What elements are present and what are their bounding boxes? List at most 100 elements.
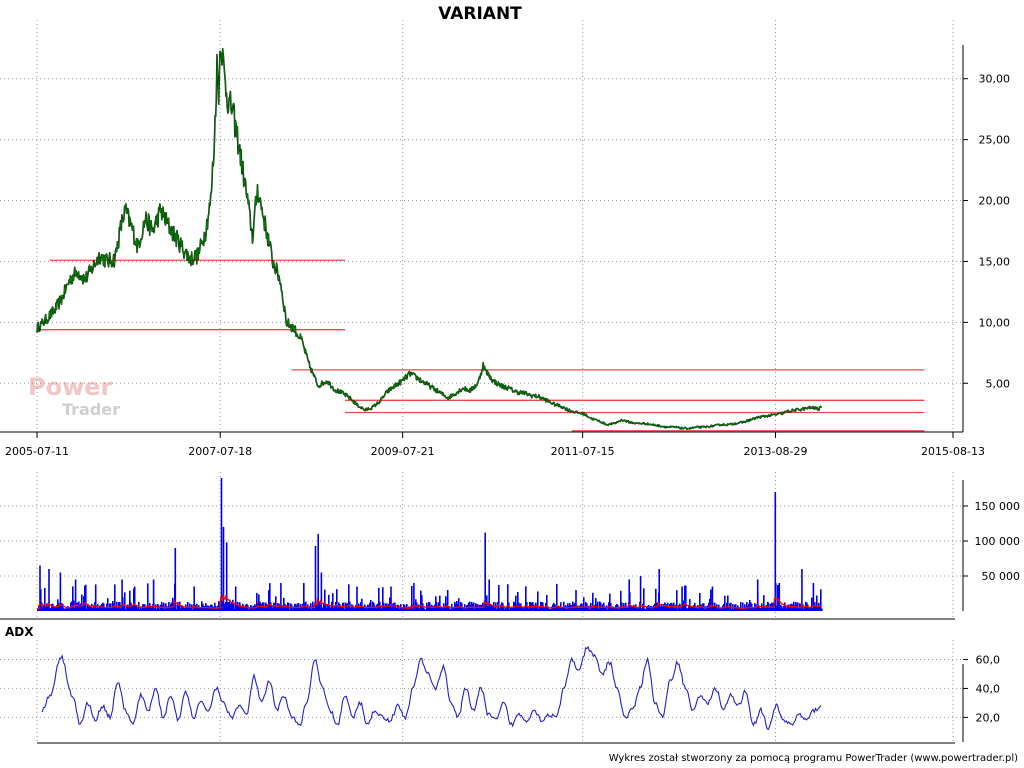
volume-bar xyxy=(322,607,324,611)
volume-bar xyxy=(504,609,506,611)
volume-bar xyxy=(537,591,539,611)
volume-bar xyxy=(812,583,815,611)
volume-bar xyxy=(549,609,551,611)
volume-bar xyxy=(661,603,663,611)
volume-bar xyxy=(256,592,258,611)
volume-bar xyxy=(405,607,407,611)
volume-bar xyxy=(285,605,287,611)
volume-bar xyxy=(96,607,98,611)
volume-bar xyxy=(700,604,702,611)
volume-bar xyxy=(544,607,546,611)
volume-bar xyxy=(214,602,216,611)
volume-bar xyxy=(65,608,67,611)
volume-bar xyxy=(566,609,568,611)
volume-bar xyxy=(192,609,194,611)
volume-bar xyxy=(276,607,278,611)
volume-bar xyxy=(564,606,566,611)
volume-bar xyxy=(127,604,129,611)
adx-panel: 20,0 40,0 60,0 xyxy=(0,645,1000,744)
volume-bar xyxy=(296,605,298,611)
volume-bar xyxy=(678,604,680,611)
volume-bar xyxy=(669,604,671,611)
volume-bar xyxy=(817,607,819,611)
volume-bar xyxy=(222,527,225,611)
volume-average-line xyxy=(36,594,822,610)
volume-bar xyxy=(644,608,646,611)
volume-bar xyxy=(147,583,149,611)
watermark-power: Power xyxy=(28,373,113,401)
volume-bar xyxy=(808,607,810,611)
volume-bar xyxy=(448,606,450,611)
price-y-tick-label: 20,00 xyxy=(979,195,1011,208)
volume-bar xyxy=(234,586,237,611)
price-series-line xyxy=(36,48,822,430)
volume-bar xyxy=(583,597,585,611)
volume-bar xyxy=(354,608,356,611)
volume-bar xyxy=(518,602,520,611)
volume-bar xyxy=(637,608,639,611)
volume-bar xyxy=(609,593,611,611)
volume-bar xyxy=(691,606,693,611)
volume-bar xyxy=(186,606,188,611)
volume-bar xyxy=(311,608,313,611)
volume-bar xyxy=(363,606,365,611)
volume-bar xyxy=(488,579,490,611)
volume-bar xyxy=(425,609,427,611)
volume-bar xyxy=(611,607,613,611)
volume-bar xyxy=(129,590,131,611)
volume-bar xyxy=(413,583,415,611)
volume-bar xyxy=(324,589,326,611)
volume-bar xyxy=(666,604,668,611)
price-x-tick-label: 2015-08-13 xyxy=(921,445,985,458)
volume-bar xyxy=(524,607,526,611)
volume-bar xyxy=(442,608,444,611)
volume-bar xyxy=(245,604,247,611)
volume-bar xyxy=(706,607,708,611)
volume-bar xyxy=(721,608,723,611)
volume-bar xyxy=(344,609,346,611)
volume-bar xyxy=(528,608,530,611)
volume-bar xyxy=(781,606,783,611)
volume-bar xyxy=(181,605,183,611)
volume-bar xyxy=(350,607,352,611)
price-axes: 5,00 10,00 15,00 20,00 25,00 30,00 2005-07-11 2… xyxy=(0,45,1010,458)
volume-bar xyxy=(469,601,471,611)
volume-bar xyxy=(458,598,460,611)
volume-bar xyxy=(481,605,483,611)
volume-bar xyxy=(87,603,89,611)
volume-bar xyxy=(634,607,636,611)
volume-bar xyxy=(785,605,787,611)
volume-bar xyxy=(304,602,306,611)
volume-bar xyxy=(487,605,489,611)
price-x-tick-label: 2013-08-29 xyxy=(744,445,808,458)
volume-bar xyxy=(380,607,382,611)
volume-bar xyxy=(433,606,435,611)
volume-bar xyxy=(378,587,380,611)
volume-bar xyxy=(371,607,373,611)
volume-bar xyxy=(166,606,168,611)
price-y-tick-label: 25,00 xyxy=(979,134,1011,147)
volume-bar xyxy=(764,605,766,611)
volume-bar xyxy=(55,606,57,611)
volume-bar xyxy=(595,598,597,611)
volume-bar xyxy=(627,606,629,611)
volume-bar xyxy=(740,602,742,611)
volume-bar xyxy=(547,606,549,611)
volume-bar xyxy=(326,607,328,611)
volume-bar xyxy=(195,605,197,611)
volume-bar xyxy=(77,602,79,611)
volume-bar xyxy=(647,605,649,611)
price-series xyxy=(36,48,823,430)
volume-bar xyxy=(410,605,412,611)
volume-bar xyxy=(452,608,454,611)
volume-bar xyxy=(39,565,41,611)
volume-bar xyxy=(132,604,134,611)
volume-bar xyxy=(37,609,39,611)
volume-bar xyxy=(499,608,501,611)
volume-bar xyxy=(51,603,53,611)
volume-bar xyxy=(44,588,46,611)
volume-bar xyxy=(117,608,119,611)
volume-bar xyxy=(463,608,465,611)
volume-bar xyxy=(386,603,388,611)
